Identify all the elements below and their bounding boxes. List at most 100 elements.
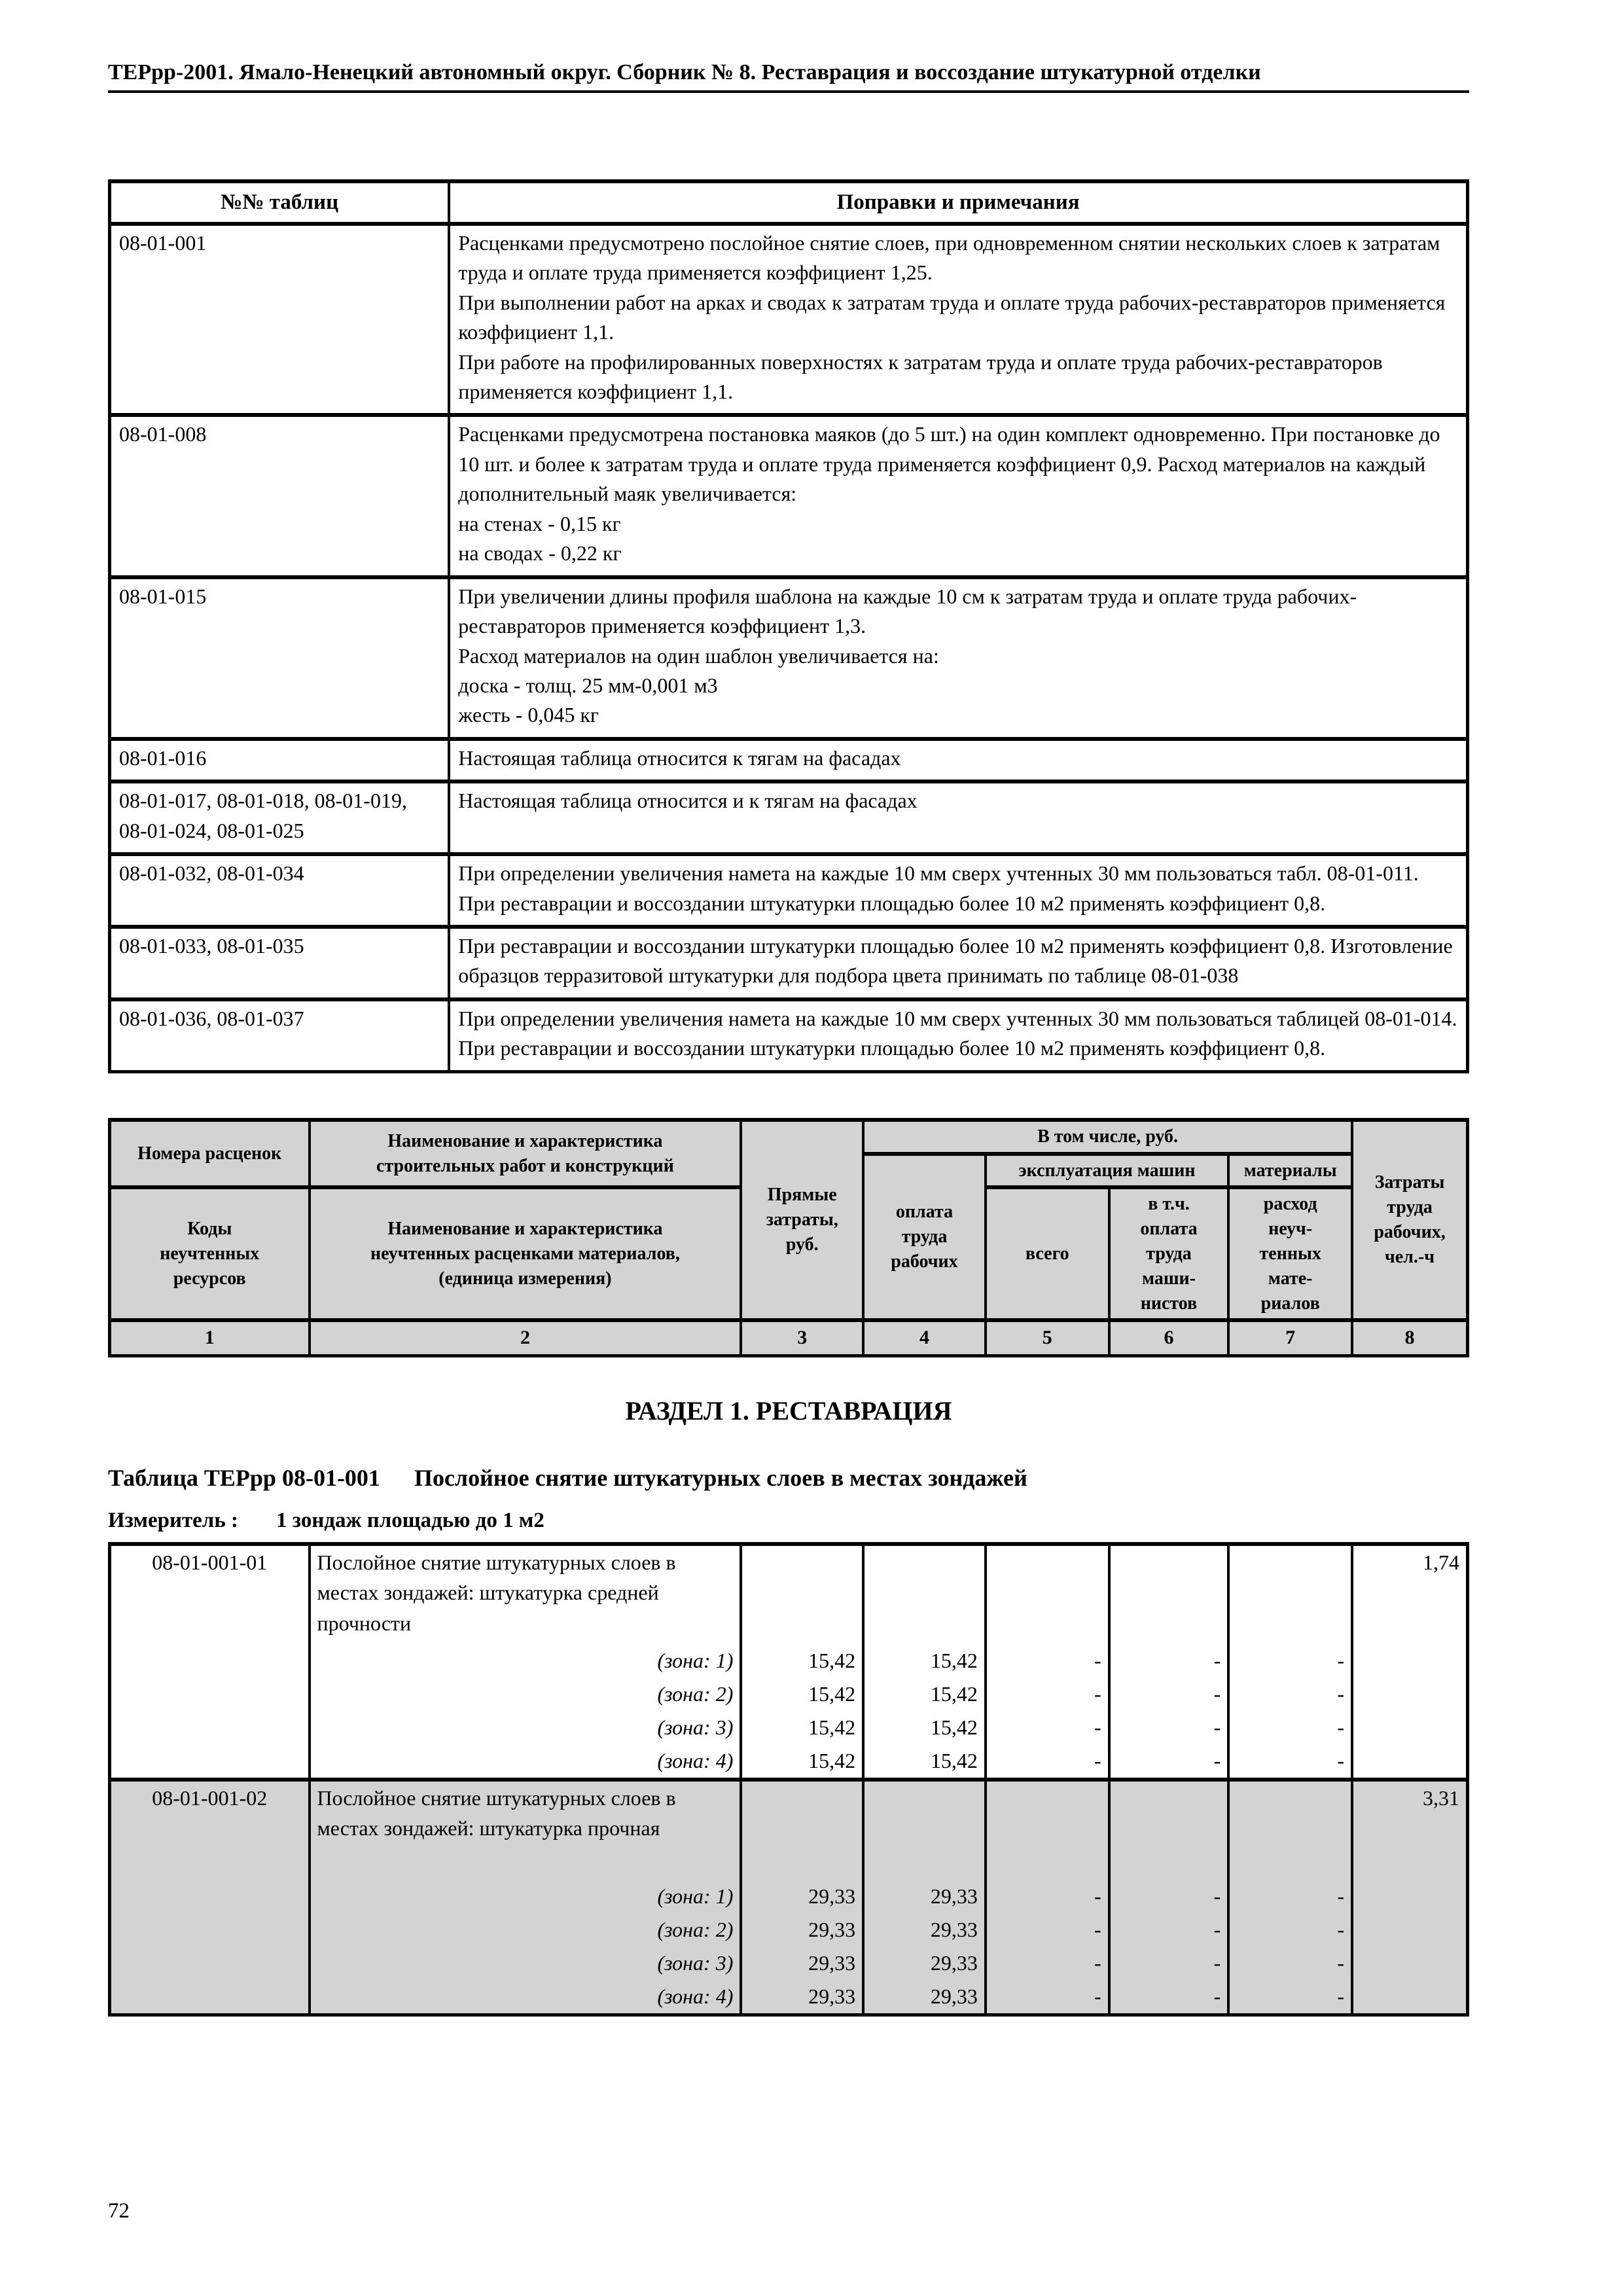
table-row: 08-01-036, 08-01-037 При определении уве… xyxy=(108,997,1469,1073)
text-line: Расценками предусмотрена постановка маяк… xyxy=(458,422,1440,506)
value-cell-wages: 15,42 xyxy=(862,1744,987,1780)
col-header-machines-group: эксплуатация машин xyxy=(984,1151,1230,1189)
rate-code-cell: 08-01-001-01 xyxy=(108,1541,311,1780)
column-number: 7 xyxy=(1227,1318,1354,1357)
column-number: 3 xyxy=(740,1318,865,1357)
empty-cell xyxy=(1107,1541,1230,1644)
note-text-cell: Расценками предусмотрено послойное сняти… xyxy=(448,221,1469,417)
rate-row: 08-01-001-01 Послойное снятие штукатурны… xyxy=(108,1541,1469,1780)
value-cell-machines: - xyxy=(984,1710,1111,1744)
rate-desc-cell: Послойное снятие штукатурных слоев в мес… xyxy=(308,1777,743,1880)
corrections-table: №№ таблиц Поправки и примечания 08-01-00… xyxy=(108,179,1469,1073)
empty-cell xyxy=(740,1541,865,1644)
column-number: 5 xyxy=(984,1318,1111,1357)
zone-row: (зона: 4) 29,33 29,33 - - - xyxy=(110,1979,1469,2015)
empty-cell xyxy=(740,1777,865,1880)
zone-row: (зона: 2) 15,42 15,42 - - - xyxy=(110,1677,1469,1711)
col-header-labor-costs: Затраты труда рабочих, чел.-ч xyxy=(1351,1117,1469,1322)
zone-label-cell: (зона: 1) xyxy=(308,1879,743,1913)
value-cell-machines: - xyxy=(984,1979,1111,2015)
zone-label-cell: (зона: 2) xyxy=(308,1677,743,1711)
text-line: Настоящая таблица относится к тягам на ф… xyxy=(458,745,901,770)
table-row: 08-01-016 Настоящая таблица относится к … xyxy=(108,736,1469,783)
note-text-cell: При увеличении длины профиля шаблона на … xyxy=(448,575,1469,740)
empty-cell xyxy=(1351,1879,1469,1913)
measure-value: 1 зондаж площадью до 1 м2 xyxy=(276,1508,544,1532)
empty-cell xyxy=(1107,1777,1230,1880)
table-row: 08-01-015 При увеличении длины профиля ш… xyxy=(108,575,1469,740)
rate-code-cell: 08-01-001-02 xyxy=(108,1777,311,2015)
value-cell-machinists: - xyxy=(1107,1710,1230,1744)
zone-label-cell: (зона: 2) xyxy=(308,1912,743,1946)
table-row: 08-01-032, 08-01-034 При определении уве… xyxy=(108,852,1469,929)
value-cell-machinists: - xyxy=(1107,1912,1230,1946)
value-cell-machinists: - xyxy=(1107,1677,1230,1711)
empty-cell xyxy=(1351,1946,1469,1980)
value-cell-machines: - xyxy=(984,1912,1111,1946)
text-line: на стенах - 0,15 кг xyxy=(458,511,621,535)
note-text-cell: Настоящая таблица относится и к тягам на… xyxy=(448,780,1469,856)
labor-hours-cell: 3,31 xyxy=(1351,1777,1469,1880)
table-caption-code: Таблица ТЕРрр 08-01-001 xyxy=(108,1464,380,1491)
column-numbers-row: 1 2 3 4 5 6 7 8 xyxy=(108,1318,1469,1357)
section-title: РАЗДЕЛ 1. РЕСТАВРАЦИЯ xyxy=(625,1395,952,1426)
text-line: При реставрации и воссоздании штукатурки… xyxy=(458,934,1453,988)
table-code-cell: 08-01-036, 08-01-037 xyxy=(108,997,451,1073)
rate-desc-cell: Послойное снятие штукатурных слоев в мес… xyxy=(308,1541,743,1644)
measure-line: Измеритель : 1 зондаж площадью до 1 м2 xyxy=(108,1509,1469,1533)
empty-cell xyxy=(984,1541,1111,1644)
table-code-cell: 08-01-016 xyxy=(108,736,451,783)
table-header-row: Коды неучтенных ресурсов Наименование и … xyxy=(108,1185,1468,1322)
zone-label-cell: (зона: 3) xyxy=(308,1710,743,1744)
zone-row: (зона: 4) 15,42 15,42 - - - xyxy=(110,1744,1469,1780)
value-cell-machinists: - xyxy=(1107,1744,1230,1780)
table-row: 08-01-017, 08-01-018, 08-01-019, 08-01-0… xyxy=(108,780,1469,856)
value-cell-direct: 29,33 xyxy=(740,1979,865,2015)
col-header-corrections: Поправки и примечания xyxy=(448,179,1469,225)
labor-hours-cell: 1,74 xyxy=(1351,1541,1469,1644)
col-header-resource-codes: Коды неучтенных ресурсов xyxy=(108,1185,311,1322)
value-cell-materials: - xyxy=(1227,1946,1354,1980)
table-code-cell: 08-01-008 xyxy=(108,413,451,579)
column-number: 8 xyxy=(1351,1318,1469,1357)
note-text-cell: Расценками предусмотрена постановка маяк… xyxy=(448,413,1469,579)
table-code-cell: 08-01-001 xyxy=(108,221,451,417)
column-number: 2 xyxy=(308,1318,743,1357)
value-cell-direct: 29,33 xyxy=(740,1879,865,1913)
col-header-including-group: В том числе, руб. xyxy=(862,1117,1354,1155)
table-header-row: оплата труда рабочих эксплуатация машин … xyxy=(110,1151,1468,1322)
text-line: доска - толщ. 25 мм-0,001 м3 xyxy=(458,673,718,697)
value-cell-machines: - xyxy=(984,1643,1111,1677)
text-line: жесть - 0,045 кг xyxy=(458,703,599,727)
value-cell-wages: 15,42 xyxy=(862,1677,987,1711)
zone-label-cell: (зона: 3) xyxy=(308,1946,743,1980)
empty-cell xyxy=(1227,1777,1354,1880)
empty-cell xyxy=(1351,1744,1469,1780)
empty-cell xyxy=(1351,1710,1469,1744)
value-cell-direct: 15,42 xyxy=(740,1677,865,1711)
note-text-cell: При определении увеличения намета на каж… xyxy=(448,852,1469,929)
note-text-cell: Настоящая таблица относится к тягам на ф… xyxy=(448,736,1469,783)
zone-row: (зона: 3) 15,42 15,42 - - - xyxy=(110,1710,1469,1744)
text-line: на сводах - 0,22 кг xyxy=(458,541,622,565)
table-code-cell: 08-01-033, 08-01-035 xyxy=(108,925,451,1001)
document-header: ТЕРрр-2001. Ямало-Ненецкий автономный ок… xyxy=(108,0,1469,93)
text-line: Расценками предусмотрено послойное сняти… xyxy=(458,230,1440,285)
col-header-work-description: Наименование и характеристика строительн… xyxy=(308,1117,743,1189)
value-cell-machinists: - xyxy=(1107,1946,1230,1980)
text-line: При работе на профилированных поверхност… xyxy=(458,350,1383,404)
value-cell-machines: - xyxy=(984,1677,1111,1711)
value-cell-materials: - xyxy=(1227,1879,1354,1913)
table-row: 08-01-033, 08-01-035 При реставрации и в… xyxy=(108,925,1469,1001)
table-row: 08-01-008 Расценками предусмотрена поста… xyxy=(108,413,1469,579)
table-header-row: №№ таблиц Поправки и примечания xyxy=(108,179,1469,225)
rate-row: 08-01-001-02 Послойное снятие штукатурны… xyxy=(108,1777,1469,2015)
empty-cell xyxy=(1351,1677,1469,1711)
value-cell-wages: 15,42 xyxy=(862,1710,987,1744)
column-number: 4 xyxy=(862,1318,987,1357)
value-cell-direct: 15,42 xyxy=(740,1710,865,1744)
text-line: Расход материалов на один шаблон увеличи… xyxy=(458,643,939,668)
text-line: Настоящая таблица относится и к тягам на… xyxy=(458,789,918,813)
value-cell-machines: - xyxy=(984,1879,1111,1913)
col-header-machinists-wages: в т.ч. оплата труда маши- нистов xyxy=(1107,1185,1230,1322)
